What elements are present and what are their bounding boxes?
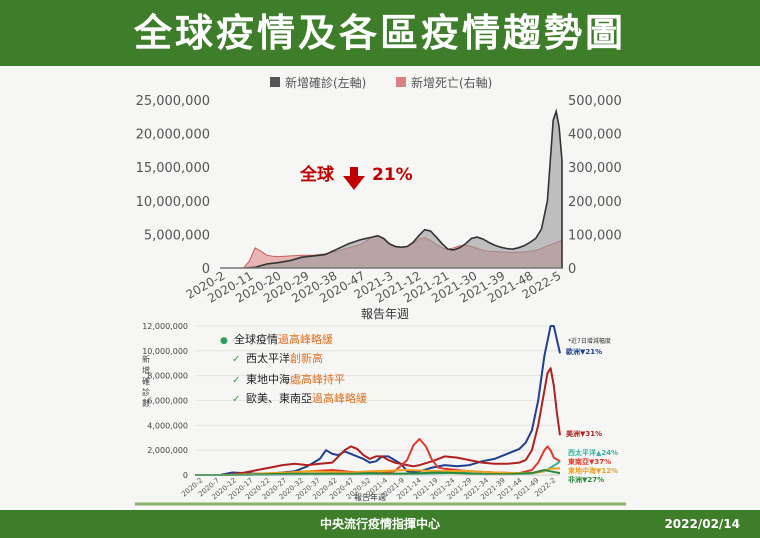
x-axis-label: 報告年週 [361, 307, 409, 321]
bullet-text-main: 全球疫情 [234, 332, 278, 346]
region-label-美洲: 美洲▼31% [566, 429, 602, 438]
y-tick-right: 0 [568, 262, 576, 277]
y-tick-left: 0 [202, 262, 210, 277]
y-axis-label-char: 新 [142, 354, 150, 364]
bullet-text-highlight: 創新高 [290, 351, 323, 365]
legend-label-cases: 新增確診(左軸) [285, 75, 366, 90]
bullet-text: 歐美、東南亞過高峰略緩 [246, 391, 367, 405]
region-label-東地中海: 東地中海▼12% [568, 466, 618, 475]
bullet-dot-icon: ● [220, 336, 228, 346]
y-tick: 2,000,000 [147, 446, 188, 455]
legend-swatch-cases [270, 77, 280, 87]
page-title: 全球疫情及各區疫情趨勢圖 [133, 11, 626, 55]
y-tick-left: 5,000,000 [144, 228, 210, 243]
region-label-東南亞: 東南亞▼37% [568, 457, 611, 466]
legend-swatch-deaths [396, 77, 406, 87]
y-tick-left: 10,000,000 [136, 195, 210, 210]
y-axis-label-char: 確 [142, 376, 150, 386]
bullet-text-main: 西太平洋 [246, 351, 290, 365]
y-axis-label-char: 數 [142, 398, 150, 408]
y-tick: 10,000,000 [142, 347, 188, 356]
y-tick: 6,000,000 [147, 397, 188, 406]
series-line-美洲 [195, 367, 561, 476]
y-tick-right: 200,000 [568, 195, 622, 210]
footer-date: 2022/02/14 [664, 517, 740, 531]
series-line-東南亞 [195, 438, 561, 476]
y-tick: 0 [183, 471, 188, 480]
y-tick-right: 500,000 [568, 94, 622, 109]
bullet-text: 東地中海處高峰持平 [246, 372, 345, 386]
y-tick-left: 25,000,000 [136, 94, 210, 109]
bullet-text-highlight: 過高峰略緩 [278, 332, 333, 346]
y-tick-left: 20,000,000 [136, 128, 210, 143]
x-axis-label: 報告年週 [354, 492, 386, 502]
y-tick-right: 100,000 [568, 228, 622, 243]
bullet-text-highlight: 處高峰持平 [290, 372, 345, 386]
series-line-非洲 [195, 469, 561, 476]
bullet-check-icon: ✓ [232, 354, 240, 365]
chart-note: *近7日增減幅度 [568, 337, 611, 345]
footer-org: 中央流行疫情指揮中心 [319, 517, 440, 531]
region-label-歐洲: 歐洲▼21% [566, 347, 602, 356]
y-axis-label-char: 增 [142, 365, 150, 375]
y-tick: 12,000,000 [142, 322, 188, 331]
y-tick: 4,000,000 [147, 421, 188, 430]
bullet-check-icon: ✓ [232, 394, 240, 405]
y-tick-left: 15,000,000 [136, 161, 210, 176]
bullet-check-icon: ✓ [232, 375, 240, 386]
region-label-非洲: 非洲▼27% [568, 475, 604, 484]
bullet-text: 西太平洋創新高 [246, 351, 323, 365]
down-arrow-icon [343, 167, 365, 190]
bullet-text-main: 歐美、東南亞 [246, 391, 312, 405]
y-tick-right: 400,000 [568, 128, 622, 143]
region-label-西太平洋: 西太平洋▲24% [568, 448, 618, 457]
header-bar: 全球疫情及各區疫情趨勢圖 [0, 0, 760, 66]
annotation-label: 全球 [299, 164, 335, 185]
legend-label-deaths: 新增死亡(右軸) [411, 75, 492, 90]
bullet-text: 全球疫情過高峰略緩 [234, 332, 333, 346]
footer-bar: 中央流行疫情指揮中心 2022/02/14 [0, 510, 760, 538]
y-tick: 8,000,000 [147, 372, 188, 381]
y-axis-label-char: 診 [142, 387, 150, 397]
content-background [0, 66, 760, 510]
bullet-text-main: 東地中海 [246, 372, 290, 386]
series-cases-area [220, 108, 563, 269]
bullet-text-highlight: 過高峰略緩 [312, 391, 367, 405]
y-tick-right: 300,000 [568, 161, 622, 176]
annotation-value: 21% [372, 165, 413, 185]
